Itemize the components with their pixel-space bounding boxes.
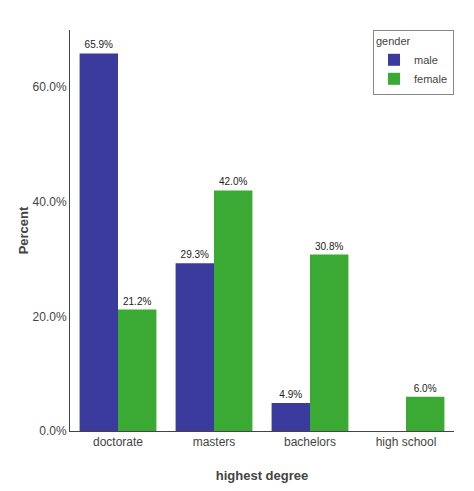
svg-text:65.9%: 65.9% bbox=[85, 39, 113, 50]
svg-text:male: male bbox=[414, 54, 438, 66]
svg-text:60.0%: 60.0% bbox=[33, 80, 67, 94]
svg-text:high school: high school bbox=[376, 435, 437, 449]
svg-text:highest degree: highest degree bbox=[216, 468, 308, 483]
svg-text:30.8%: 30.8% bbox=[315, 241, 343, 252]
svg-text:42.0%: 42.0% bbox=[219, 176, 247, 187]
svg-text:gender: gender bbox=[376, 35, 411, 47]
svg-text:40.0%: 40.0% bbox=[33, 195, 67, 209]
svg-text:29.3%: 29.3% bbox=[181, 249, 209, 260]
svg-text:Percent: Percent bbox=[16, 206, 31, 254]
svg-text:4.9%: 4.9% bbox=[279, 389, 302, 400]
svg-text:20.0%: 20.0% bbox=[33, 310, 67, 324]
svg-text:female: female bbox=[414, 73, 447, 85]
svg-text:0.0%: 0.0% bbox=[39, 424, 67, 438]
svg-text:6.0%: 6.0% bbox=[414, 383, 437, 394]
svg-text:masters: masters bbox=[193, 435, 236, 449]
svg-text:21.2%: 21.2% bbox=[123, 296, 151, 307]
svg-text:doctorate: doctorate bbox=[93, 435, 143, 449]
svg-text:bachelors: bachelors bbox=[284, 435, 336, 449]
